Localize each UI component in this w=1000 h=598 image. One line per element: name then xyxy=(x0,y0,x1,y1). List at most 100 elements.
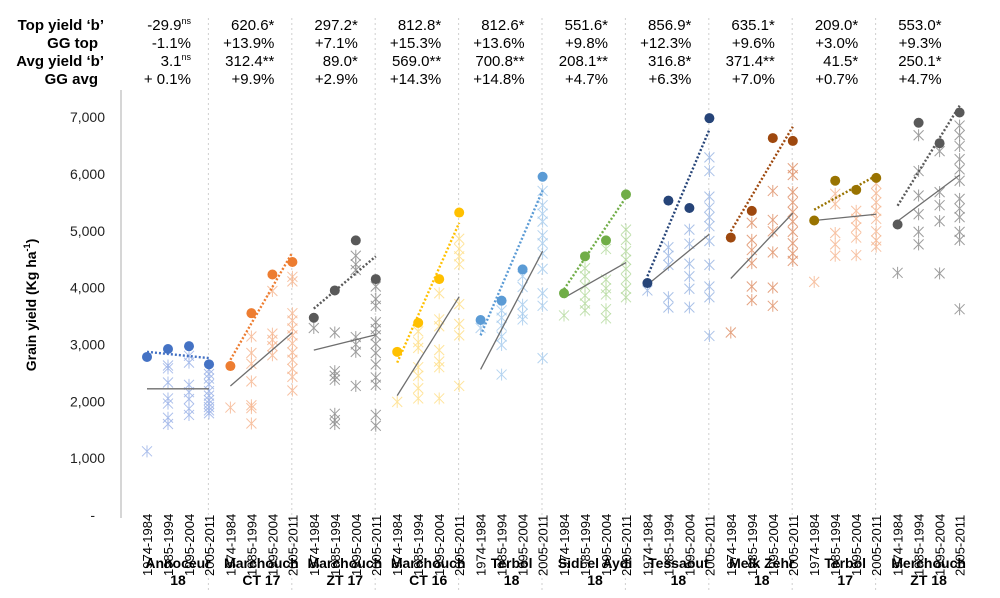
y-tick-label: 7,000 xyxy=(70,109,105,125)
header-top-yield-b: 620.6* xyxy=(231,17,275,34)
scatter-point xyxy=(246,375,257,388)
period-tick-label: 1985-1994 xyxy=(578,514,593,576)
scatter-point xyxy=(453,298,465,311)
group-separators xyxy=(207,18,877,590)
scatter-point xyxy=(954,153,965,166)
scatter-point xyxy=(704,329,715,342)
top-yield-point xyxy=(413,317,424,328)
scatter-point xyxy=(829,238,841,251)
scatter-point xyxy=(746,244,758,257)
scatter-point xyxy=(704,190,715,203)
header-avg-yield-b: 316.8* xyxy=(648,53,692,70)
scatter-point xyxy=(684,282,695,295)
scatter-point xyxy=(850,231,862,244)
period-tick-label: 1974-1984 xyxy=(307,514,322,576)
scatter-point xyxy=(767,184,779,197)
scatter-point xyxy=(787,225,799,238)
period-tick-label: 1995-2004 xyxy=(265,514,280,576)
scatter-point xyxy=(913,189,924,202)
header-avg-yield-b: 371.4** xyxy=(726,53,775,70)
top-yield-point xyxy=(809,215,820,226)
y-tick-label: 5,000 xyxy=(70,223,105,239)
top-trend-line xyxy=(146,350,210,360)
scatter-point xyxy=(870,240,882,253)
scatter-point xyxy=(787,169,799,182)
scatter-point xyxy=(746,257,758,270)
scatter-point xyxy=(537,262,548,275)
scatter-point xyxy=(684,270,695,283)
scatter-point xyxy=(620,233,632,246)
period-tick-label: 1985-1994 xyxy=(828,514,843,576)
avg-trend-line xyxy=(229,332,293,387)
group-label-name: Sidi el Aydi xyxy=(558,555,632,571)
scatter-point xyxy=(308,321,320,334)
y-tick-label: 1,000 xyxy=(70,450,105,466)
period-tick-label: 2005-2011 xyxy=(202,515,217,576)
header-gg-top: +9.8% xyxy=(565,35,608,52)
avg-trend-line xyxy=(730,212,794,279)
scatter-point xyxy=(537,215,548,228)
header-table: Top yield ‘b’ GG top Avg yield ‘b’ GG av… xyxy=(16,16,942,88)
top-trend-line xyxy=(479,189,544,336)
scatter-point xyxy=(829,227,841,240)
scatter-point xyxy=(433,287,445,300)
header-row-label-gg-top: GG top xyxy=(47,35,98,52)
period-tick-label: 1995-2004 xyxy=(599,514,614,576)
header-avg-yield-b: 41.5* xyxy=(823,53,858,70)
scatter-point xyxy=(829,198,841,211)
scatter-point xyxy=(246,346,257,359)
scatter-point xyxy=(704,258,715,271)
top-yield-point xyxy=(580,251,590,262)
top-yield-point xyxy=(830,175,841,186)
group-label-name: Marchouch xyxy=(307,555,382,571)
scatter-point xyxy=(162,362,174,375)
avg-trend-line xyxy=(480,250,544,370)
scatter-point xyxy=(746,233,758,246)
top-yield-point xyxy=(475,315,486,326)
period-tick-label: 1974-1984 xyxy=(807,514,822,576)
group-label-name: Terbol xyxy=(824,555,866,571)
period-tick-label: 1985-1994 xyxy=(912,514,927,576)
period-tick-label: 1985-1994 xyxy=(745,514,760,576)
top-yield-point xyxy=(329,285,340,296)
period-tick-label: 1974-1984 xyxy=(223,514,238,576)
period-tick-label: 2005-2011 xyxy=(702,515,717,576)
top-trend-line xyxy=(896,105,961,207)
y-tick-label: 6,000 xyxy=(70,166,105,182)
scatter-point xyxy=(350,263,362,276)
scatter-point xyxy=(350,379,362,392)
scatter-point xyxy=(453,329,465,342)
group-label-name: Melk Zehr xyxy=(729,555,795,571)
period-tick-label: 1974-1984 xyxy=(640,514,655,576)
scatter-point xyxy=(453,258,465,271)
scatter-point xyxy=(913,238,924,251)
top-yield-point xyxy=(246,308,257,319)
header-avg-yield-b: 250.1* xyxy=(898,53,942,70)
scatter-point xyxy=(412,392,424,405)
scatter-point xyxy=(287,384,298,397)
group-label-name: Annoceur xyxy=(145,555,211,571)
header-top-yield-b: -29.9ns xyxy=(147,16,191,34)
top-yield-point xyxy=(746,205,757,216)
period-tick-label: 2005-2011 xyxy=(869,515,884,576)
scatter-point xyxy=(954,163,965,176)
header-gg-avg: + 0.1% xyxy=(144,71,191,88)
top-yield-point xyxy=(392,346,403,357)
period-tick-label: 1974-1984 xyxy=(724,514,739,576)
header-gg-avg: +4.7% xyxy=(899,71,942,88)
header-gg-avg: +0.7% xyxy=(815,71,858,88)
header-row-label-top-yield: Top yield ‘b’ xyxy=(18,17,104,34)
y-tick-label: 2,000 xyxy=(70,393,105,409)
group-label-sub: 18 xyxy=(671,572,687,588)
scatter-point xyxy=(704,165,715,178)
top-yield-point xyxy=(496,295,507,306)
header-gg-top: +13.6% xyxy=(473,35,524,52)
scatter-point xyxy=(954,211,965,224)
period-tick-label: 1995-2004 xyxy=(516,514,531,576)
scatter-point xyxy=(287,275,298,288)
scatter-point xyxy=(370,299,382,312)
scatter-point xyxy=(787,215,799,228)
header-gg-top: +9.6% xyxy=(732,35,775,52)
top-yield-point xyxy=(204,359,214,370)
scatter-point xyxy=(913,225,924,238)
